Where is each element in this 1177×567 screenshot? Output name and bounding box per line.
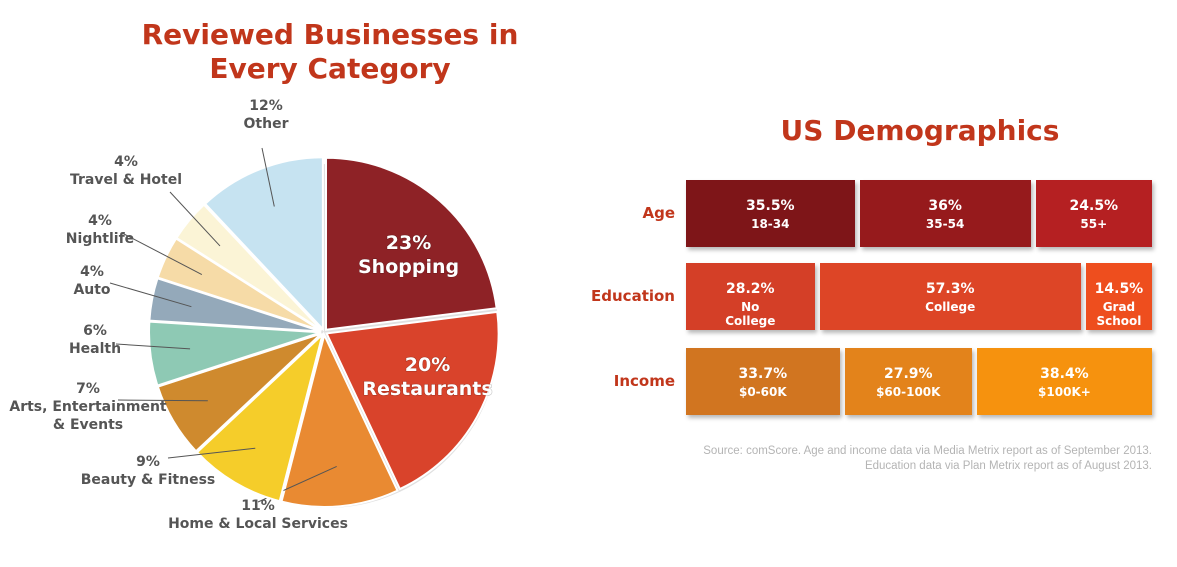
pie-pct-label: 11% bbox=[241, 498, 275, 514]
pie-pct-label: 6% bbox=[83, 323, 107, 339]
pie-category-label: Other bbox=[244, 116, 289, 132]
segment-age: 24.5% 55+ bbox=[1035, 180, 1152, 247]
segment-category-label: College bbox=[925, 300, 976, 314]
segment-pct-label: 27.9% bbox=[883, 366, 933, 382]
pie-pct-label: 4% bbox=[80, 264, 104, 280]
segment-category-label: $60-100K bbox=[876, 385, 941, 399]
segment-education: 57.3% College bbox=[819, 263, 1081, 330]
segment-pct-label: 38.4% bbox=[1040, 366, 1089, 382]
pie-category-label: Home & Local Services bbox=[168, 516, 348, 532]
pie-category-label: & Events bbox=[53, 417, 123, 433]
pie-category-label: Nightlife bbox=[66, 231, 134, 247]
segment-pct-label: 24.5% bbox=[1069, 198, 1119, 214]
leader-line bbox=[109, 282, 192, 308]
pie-slice-home-local-services bbox=[280, 332, 399, 508]
segment-category-label: Grad School bbox=[1096, 300, 1142, 328]
pie-pct-label: 4% bbox=[88, 213, 112, 229]
segment-income: 27.9% $60-100K bbox=[844, 348, 972, 415]
pie-slice-shopping bbox=[324, 156, 498, 331]
segment-income: 38.4% $100K+ bbox=[976, 348, 1152, 415]
segment-income: 33.7% $0-60K bbox=[686, 348, 840, 415]
segment-pct-label: 36% bbox=[928, 198, 962, 214]
segment-pct-label: 28.2% bbox=[726, 281, 775, 297]
pie-category-label: Restaurants bbox=[362, 378, 492, 400]
pie-category-label: Health bbox=[69, 341, 121, 357]
segment-pct-label: 33.7% bbox=[738, 366, 788, 382]
pie-category-label: Auto bbox=[73, 282, 110, 298]
pie-pct-label: 23% bbox=[386, 232, 431, 254]
segment-pct-label: 57.3% bbox=[925, 281, 975, 297]
segment-category-label: No College bbox=[725, 300, 776, 328]
pie-chart: 23%Shopping 20%Restaurants 11% Home & Local… bbox=[9, 98, 500, 532]
segment-category-label: $100K+ bbox=[1038, 385, 1091, 399]
segment-category-label: 35-54 bbox=[925, 217, 965, 231]
segment-education: 14.5% Grad School bbox=[1085, 263, 1152, 330]
demographics-title: US Demographics bbox=[780, 114, 1060, 147]
segment-education: 28.2% No College bbox=[686, 263, 815, 330]
leader-line bbox=[261, 147, 275, 207]
pie-pct-label: 12% bbox=[249, 98, 283, 114]
pie-pct-label: 7% bbox=[76, 381, 100, 397]
pie-slice-restaurants bbox=[325, 310, 500, 491]
pie-pct-label: 20% bbox=[405, 354, 450, 376]
leader-line bbox=[117, 399, 208, 402]
leader-line bbox=[167, 447, 256, 459]
pie-pct-label: 4% bbox=[114, 154, 138, 170]
pie-category-label: Shopping bbox=[358, 256, 459, 278]
pie-category-label: Travel & Hotel bbox=[70, 172, 182, 188]
row-label-education: Education bbox=[591, 286, 675, 305]
segment-category-label: 18-34 bbox=[751, 217, 790, 231]
segment-age: 35.5% 18-34 bbox=[686, 180, 855, 247]
leader-line bbox=[169, 191, 221, 247]
pie-chart-title: Reviewed Businesses in Every Category bbox=[141, 18, 519, 85]
segment-age: 36% 35-54 bbox=[859, 180, 1031, 247]
row-label-income: Income bbox=[613, 371, 675, 390]
pie-category-label: Beauty & Fitness bbox=[81, 472, 216, 488]
pie-slice-other bbox=[203, 156, 324, 332]
leader-line bbox=[121, 232, 203, 275]
source-note: Source: comScore. Age and income data vi… bbox=[703, 445, 1152, 472]
leader-line bbox=[115, 343, 191, 350]
pie-slice-arts-entertainment-events bbox=[156, 332, 323, 453]
pie-slice-travel-hotel bbox=[175, 203, 323, 331]
pie-pct-label: 9% bbox=[136, 454, 160, 470]
pie-category-label: Arts, Entertainment bbox=[9, 399, 167, 415]
pie-slice-beauty-fitness bbox=[195, 331, 325, 503]
row-label-age: Age bbox=[642, 203, 675, 222]
segment-category-label: 55+ bbox=[1080, 217, 1108, 231]
segment-pct-label: 14.5% bbox=[1094, 281, 1144, 297]
segment-pct-label: 35.5% bbox=[746, 198, 795, 214]
segment-category-label: $0-60K bbox=[738, 385, 787, 399]
